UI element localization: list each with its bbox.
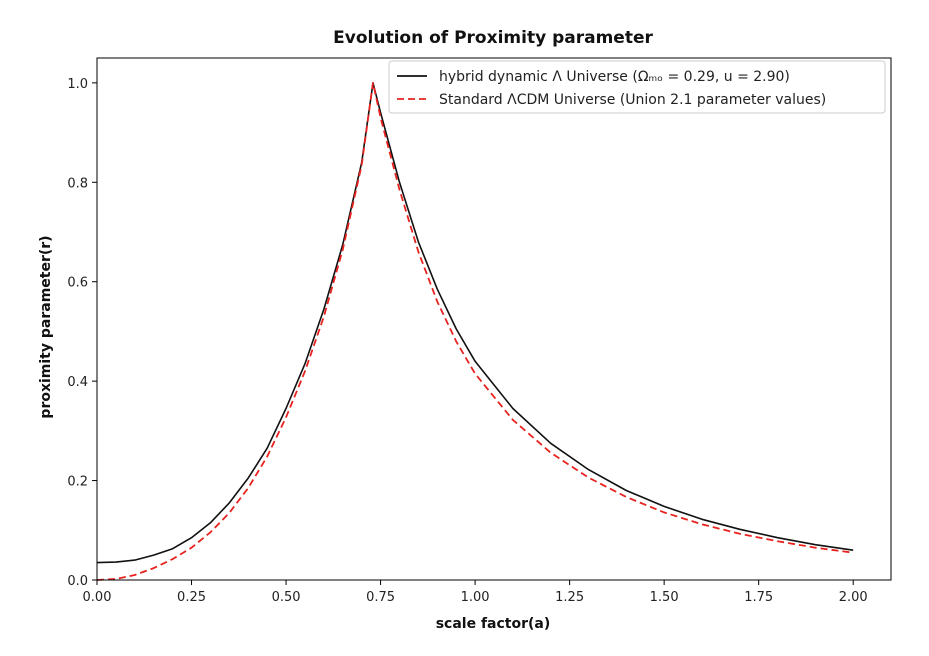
y-tick-label: 0.0 <box>67 574 88 589</box>
x-tick-label: 2.00 <box>839 590 868 605</box>
x-tick-label: 0.00 <box>83 590 112 605</box>
y-tick-label: 0.2 <box>67 475 88 490</box>
plot-area: 0.00 0.25 0.50 0.75 1.00 1.25 1.50 1.75 2.00 0.0 0… <box>67 57 892 605</box>
y-tick-label: 0.4 <box>67 375 88 390</box>
x-axis-label: scale factor(a) <box>436 616 551 632</box>
legend: hybrid dynamic Λ Universe (Ωₘₒ = 0.29, u… <box>388 60 886 114</box>
series-line-1 <box>96 82 854 564</box>
y-tick-label: 0.8 <box>67 176 88 191</box>
chart-title: Evolution of Proximity parameter <box>333 28 653 48</box>
series-line-2 <box>96 82 854 581</box>
x-tick-label: 0.50 <box>272 590 301 605</box>
x-tick-label: 1.25 <box>555 590 584 605</box>
x-tick-label: 0.75 <box>366 590 395 605</box>
x-tick-label: 1.00 <box>461 590 490 605</box>
axes-frame <box>96 57 892 581</box>
y-axis-label: proximity parameter(r) <box>38 235 54 418</box>
x-tick-label: 1.50 <box>650 590 679 605</box>
y-tick-label: 0.6 <box>67 276 88 291</box>
x-tick-label: 0.25 <box>177 590 206 605</box>
y-tick-label: 1.0 <box>67 77 88 92</box>
legend-label-2: Standard ΛCDM Universe (Union 2.1 parame… <box>439 92 826 108</box>
legend-label-1: hybrid dynamic Λ Universe (Ωₘₒ = 0.29, u… <box>439 69 790 85</box>
legend-box <box>388 60 886 114</box>
x-tick-label: 1.75 <box>744 590 773 605</box>
